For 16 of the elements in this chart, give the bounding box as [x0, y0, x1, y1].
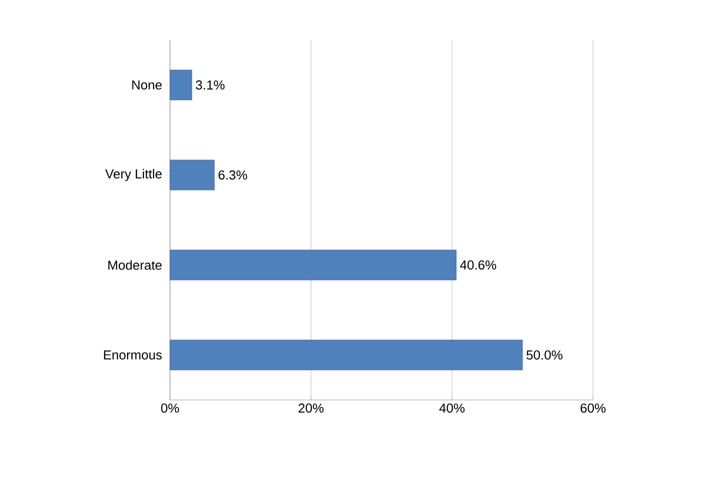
bar [170, 160, 215, 190]
y-tick-label: Enormous [104, 350, 162, 360]
bar [170, 340, 523, 370]
y-tick-label: None [132, 80, 162, 90]
y-tick-label: Very Little [105, 168, 162, 182]
bar [170, 70, 192, 100]
data-label: 50.0% [526, 350, 562, 360]
x-tick-label: 40% [439, 404, 465, 413]
data-label: 6.3% [218, 170, 248, 180]
data-label: 3.1% [196, 80, 225, 90]
data-label: 40.6% [460, 260, 496, 270]
y-tick-label: Moderate [108, 260, 162, 270]
x-tick-label: 0% [161, 404, 179, 413]
bar [170, 250, 456, 280]
x-tick-label: 20% [298, 404, 324, 413]
x-tick-label: 60% [580, 404, 606, 413]
